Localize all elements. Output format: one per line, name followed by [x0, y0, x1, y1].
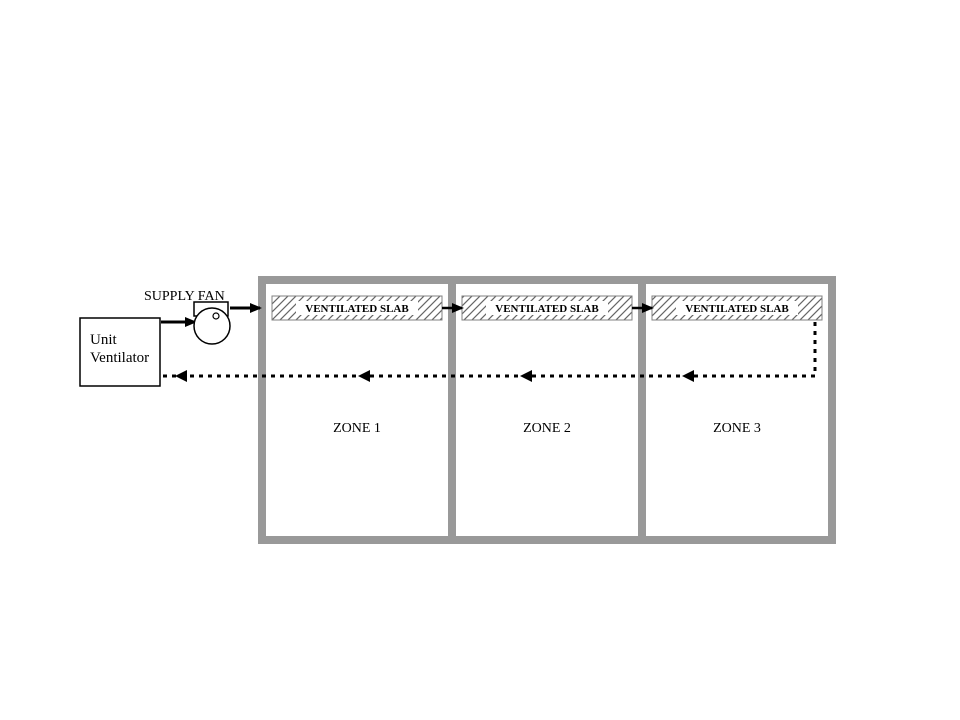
zone-label-1: ZONE 1: [333, 421, 381, 436]
supply-fan: SUPPLY FAN: [144, 289, 260, 344]
slab-label: VENTILATED SLAB: [495, 303, 599, 315]
zone-label-2: ZONE 2: [523, 421, 571, 436]
ventilated-slab-3: VENTILATED SLAB: [652, 296, 822, 320]
zone-label-3: ZONE 3: [713, 421, 761, 436]
slab-label: VENTILATED SLAB: [305, 303, 409, 315]
slab-label: VENTILATED SLAB: [685, 303, 789, 315]
return-arrowhead-1: [682, 370, 694, 382]
unit-ventilator: Unit Ventilator: [80, 318, 160, 386]
return-arrowhead-4: [175, 370, 187, 382]
unit-ventilator-label-1: Unit: [90, 332, 118, 348]
return-arrowhead-2: [520, 370, 532, 382]
ventilated-slab-2: VENTILATED SLAB: [462, 296, 632, 320]
unit-ventilator-label-2: Ventilator: [90, 350, 149, 366]
return-arrowhead-3: [358, 370, 370, 382]
fan-icon: [194, 308, 230, 344]
ventilated-slab-1: VENTILATED SLAB: [272, 296, 442, 320]
